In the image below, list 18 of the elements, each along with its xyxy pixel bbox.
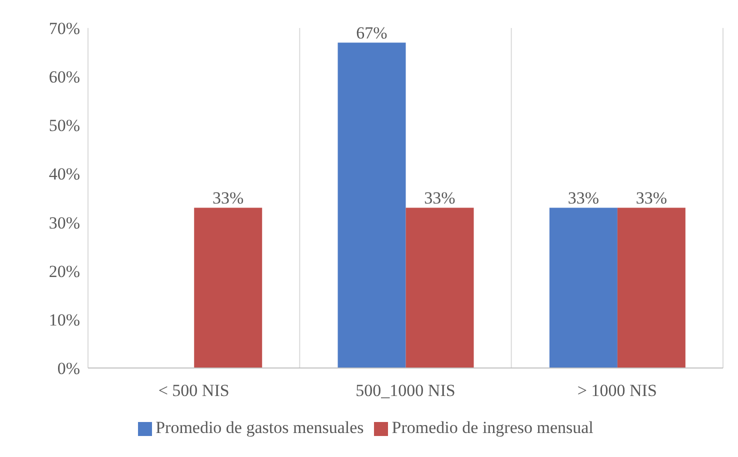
- y-tick-label: 20%: [48, 262, 80, 281]
- data-label: 33%: [212, 188, 244, 208]
- y-tick-label: 40%: [48, 164, 80, 184]
- legend-label: Promedio de gastos mensuales: [156, 418, 364, 437]
- data-label: 33%: [568, 188, 600, 208]
- y-tick-label: 30%: [48, 213, 80, 232]
- y-tick-label: 0%: [57, 359, 80, 378]
- y-tick-label: 70%: [48, 19, 80, 38]
- legend-label: Promedio de ingreso mensual: [392, 418, 594, 437]
- x-tick-label: 500_1000 NIS: [356, 381, 456, 400]
- y-tick-label: 60%: [48, 68, 80, 87]
- data-label: 33%: [424, 188, 456, 208]
- x-tick-label: > 1000 NIS: [577, 381, 657, 400]
- x-tick-label: < 500 NIS: [158, 381, 230, 400]
- y-tick-label: 50%: [48, 116, 80, 136]
- data-label: 33%: [636, 188, 668, 208]
- y-tick-label: 10%: [48, 310, 80, 330]
- data-label: 67%: [356, 24, 388, 43]
